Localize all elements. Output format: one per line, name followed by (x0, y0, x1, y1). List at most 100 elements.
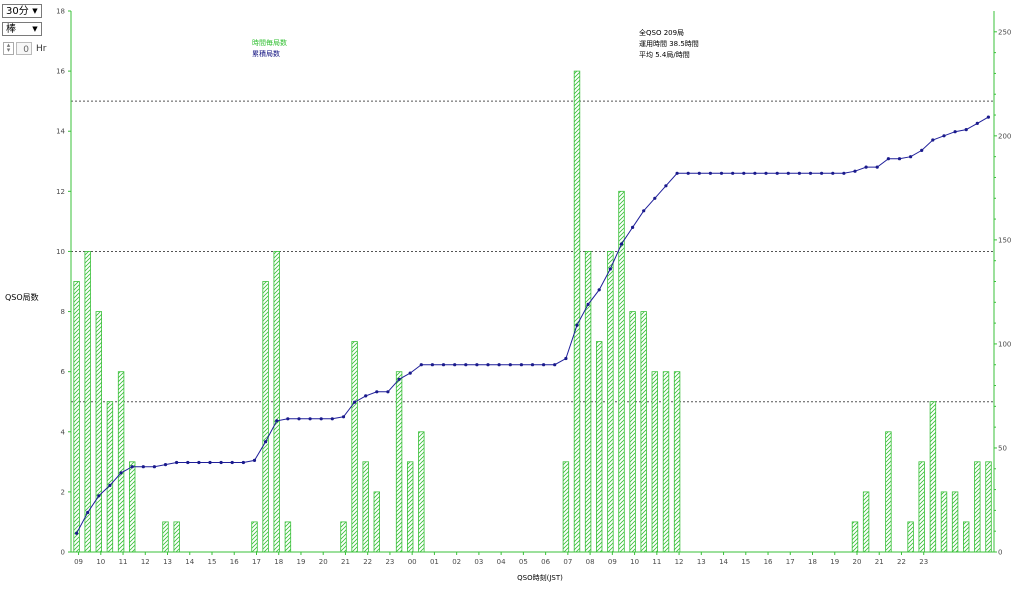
x-tick-label: 11 (652, 558, 661, 566)
cumulative-point (753, 171, 757, 175)
legend: 時間毎局数 累積局数 (252, 38, 287, 58)
y-left-tick-label: 14 (56, 128, 65, 136)
cumulative-point (130, 465, 134, 469)
x-tick-label: 22 (897, 558, 906, 566)
bar (596, 341, 603, 553)
cumulative-point (642, 209, 646, 213)
y-right-tick-label: 50 (998, 444, 1007, 452)
bar (284, 521, 292, 553)
interval-select[interactable]: 30分 ▼ (2, 4, 42, 18)
cumulative-point (975, 121, 979, 125)
x-tick-label: 22 (363, 558, 372, 566)
cumulative-point (430, 363, 434, 367)
hour-unit-label: Hr (36, 44, 47, 54)
cumulative-point (419, 363, 423, 367)
x-tick-label: 10 (630, 558, 639, 566)
y-left-tick-label: 0 (61, 549, 65, 557)
bar (395, 371, 403, 553)
cumulative-point (408, 371, 412, 375)
cumulative-line-layer (75, 115, 991, 535)
x-tick-label: 15 (208, 558, 217, 566)
cumulative-point (530, 363, 535, 367)
summary-hours: 運用時間 38.5時間 (639, 39, 699, 48)
y-right-ticks: 0 50 100 150 200 250 (994, 28, 1011, 557)
bar (340, 521, 347, 553)
cumulative-point (797, 171, 802, 175)
chart-type-select[interactable]: 棒 ▼ (2, 22, 42, 36)
cumulative-point (786, 171, 790, 175)
cumulative-point (163, 463, 168, 467)
y-left-tick-label: 6 (61, 368, 66, 376)
cumulative-point (308, 417, 312, 421)
y-left-tick-label: 8 (61, 308, 65, 316)
bar (418, 431, 425, 553)
cumulative-point (764, 171, 768, 175)
hour-offset-spinner[interactable]: ▴ ▾ (3, 42, 14, 55)
bar (662, 371, 670, 553)
cumulative-point (464, 363, 468, 367)
cumulative-point (441, 363, 446, 367)
cumulative-point (886, 157, 891, 161)
bar (362, 461, 369, 553)
bar (974, 461, 981, 553)
axes (70, 11, 995, 553)
bar (640, 311, 647, 553)
x-tick-label: 19 (297, 558, 306, 566)
cumulative-point (909, 155, 913, 159)
cumulative-point (864, 165, 868, 169)
x-tick-label: 01 (430, 558, 439, 566)
cumulative-point (353, 400, 357, 404)
x-tick-label: 06 (541, 558, 550, 566)
y-left-tick-label: 16 (56, 68, 65, 76)
x-tick-label: 14 (719, 558, 728, 566)
x-tick-label: 21 (341, 558, 350, 566)
cumulative-point (75, 531, 79, 535)
x-tick-label: 09 (74, 558, 83, 566)
cumulative-point (875, 165, 879, 169)
interval-select-value: 30分 (6, 6, 29, 17)
cumulative-point (897, 157, 902, 161)
x-tick-label: 03 (474, 558, 483, 566)
x-tick-label: 18 (274, 558, 283, 566)
hourly-bars (73, 70, 992, 553)
cumulative-point (920, 148, 924, 152)
legend-entry-line: 累積局数 (252, 49, 280, 58)
y-left-ticks: 0 2 4 6 8 10 12 14 16 18 (56, 8, 71, 557)
cumulative-point (119, 471, 123, 475)
bar (885, 431, 892, 553)
bar (262, 281, 269, 553)
hour-offset-control: ▴ ▾ 0 Hr (3, 42, 47, 56)
cumulative-point (241, 460, 245, 465)
cumulative-point (453, 363, 457, 367)
x-tick-label: 20 (853, 558, 862, 566)
cumulative-point (197, 460, 201, 465)
bar (851, 521, 859, 553)
hour-offset-input[interactable]: 0 (16, 42, 32, 55)
bar (95, 311, 102, 553)
x-tick-label: 00 (408, 558, 417, 566)
y-left-tick-label: 2 (61, 488, 65, 496)
cumulative-point (697, 171, 701, 175)
bar (106, 401, 114, 553)
cumulative-point (631, 225, 635, 229)
bar (273, 250, 280, 553)
cumulative-point (686, 171, 690, 175)
x-tick-label: 23 (385, 558, 394, 566)
x-tick-label: 02 (452, 558, 461, 566)
cumulative-point (853, 169, 857, 173)
bar (117, 371, 125, 553)
x-tick-label: 17 (786, 558, 795, 566)
cumulative-point (108, 483, 112, 487)
cumulative-point (375, 390, 379, 394)
x-tick-label: 08 (586, 558, 595, 566)
bar (73, 281, 80, 553)
cumulative-point (230, 460, 234, 465)
bar (607, 250, 614, 553)
bar (985, 461, 992, 553)
x-ticks: 09 10 11 12 13 14 15 16 17 18 19 20 21 22 23 00 01 02 03 04… (74, 552, 928, 566)
cumulative-point (953, 130, 957, 134)
bar (562, 461, 570, 553)
cumulative-point (675, 171, 679, 175)
bar (373, 491, 380, 553)
